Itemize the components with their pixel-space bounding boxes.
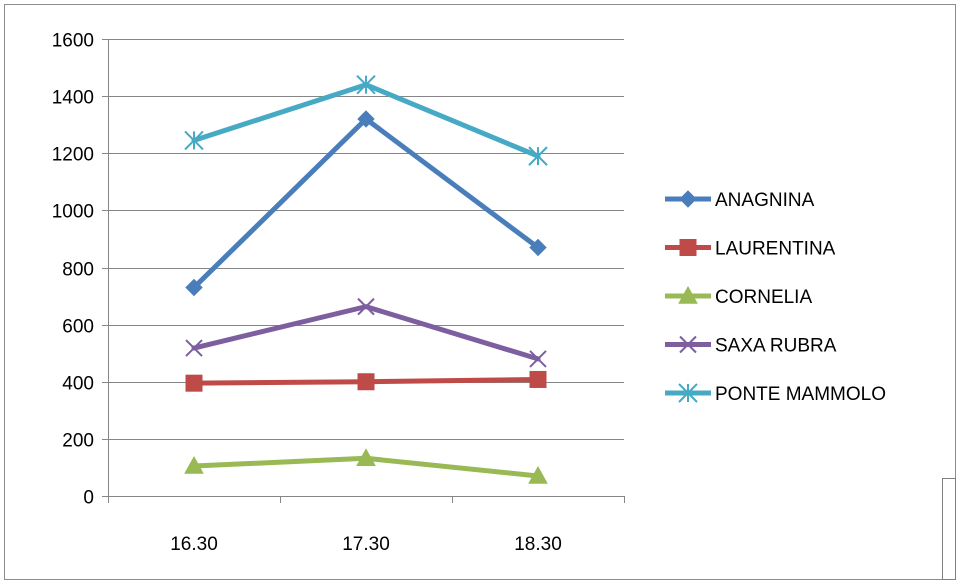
data-point-anagnina <box>185 278 203 297</box>
legend-item-anagnina: ANAGNINA <box>665 190 815 211</box>
series-lines <box>184 74 548 484</box>
legend-marker <box>678 383 698 403</box>
data-point-ponte-mammolo <box>528 146 548 166</box>
axes <box>102 39 625 503</box>
series-saxa-rubra <box>185 297 547 368</box>
legend-item-saxa-rubra: SAXA RUBRA <box>665 336 837 357</box>
series-ponte-mammolo <box>184 74 548 166</box>
legend-marker <box>679 239 697 256</box>
data-point-cornelia <box>184 455 204 474</box>
y-tick-label: 600 <box>62 317 94 338</box>
y-tick-label: 1600 <box>52 31 94 52</box>
x-tick-label: 18.30 <box>514 534 562 555</box>
legend-label: PONTE MAMMOLO <box>715 384 886 405</box>
data-point-laurentina <box>357 373 375 391</box>
data-point-ponte-mammolo <box>184 130 204 151</box>
legend-label: ANAGNINA <box>715 190 815 211</box>
corner-box <box>942 478 956 580</box>
data-point-laurentina <box>529 370 547 388</box>
x-tick-label: 17.30 <box>342 534 390 555</box>
y-tick-label: 800 <box>62 260 94 281</box>
legend-label: LAURENTINA <box>715 239 836 260</box>
data-point-saxa-rubra <box>185 339 203 357</box>
series-laurentina <box>185 370 547 392</box>
legend: ANAGNINA LAURENTINA CORNELIA SAXA RUBRA PONT… <box>665 190 886 405</box>
data-point-laurentina <box>185 374 203 392</box>
y-tick-label: 400 <box>62 374 94 395</box>
data-point-cornelia <box>356 448 376 466</box>
y-tick-label: 1200 <box>52 145 94 166</box>
data-point-anagnina <box>357 110 375 128</box>
legend-label: SAXA RUBRA <box>715 336 837 357</box>
series-anagnina <box>185 110 547 297</box>
data-point-ponte-mammolo <box>356 74 376 95</box>
data-point-anagnina <box>529 238 547 257</box>
data-point-saxa-rubra <box>529 350 547 368</box>
legend-item-cornelia: CORNELIA <box>665 285 812 308</box>
x-tick-label: 16.30 <box>170 534 218 555</box>
y-tick-label: 0 <box>83 488 94 509</box>
data-point-cornelia <box>528 465 548 484</box>
legend-marker <box>679 190 697 208</box>
y-tick-label: 200 <box>62 431 94 452</box>
legend-marker <box>679 335 697 354</box>
legend-label: CORNELIA <box>715 287 812 308</box>
x-tick-labels: 16.30 17.30 18.30 <box>170 534 562 555</box>
y-tick-label: 1000 <box>52 202 94 223</box>
series-cornelia <box>184 448 548 484</box>
legend-item-laurentina: LAURENTINA <box>665 239 836 260</box>
legend-marker <box>678 285 698 304</box>
data-point-saxa-rubra <box>357 297 375 316</box>
y-tick-labels: 0 200 400 600 800 1000 1200 1400 1600 <box>52 31 94 509</box>
legend-item-ponte-mammolo: PONTE MAMMOLO <box>665 383 886 405</box>
y-tick-label: 1400 <box>52 88 94 109</box>
chart-border <box>4 4 956 580</box>
